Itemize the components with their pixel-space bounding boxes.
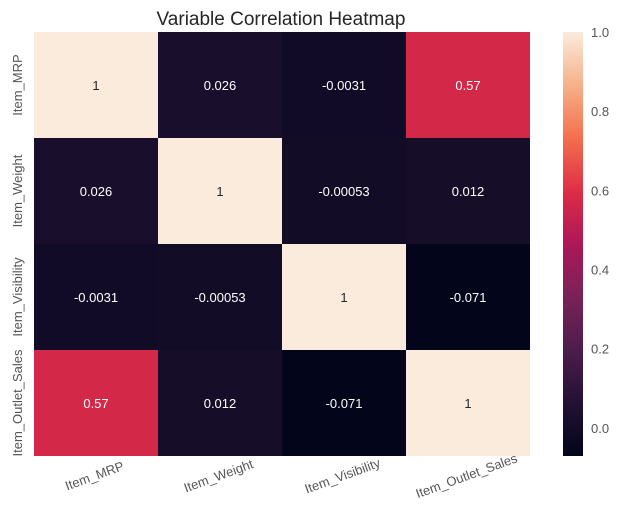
cell-annotation: 0.57 (83, 396, 108, 411)
x-tick-label: Item_Visibility (303, 455, 383, 496)
x-tick-label: Item_Outlet_Sales (414, 450, 520, 501)
heatmap-cell (158, 350, 282, 456)
x-axis-tick-labels: Item_MRP Item_Weight Item_Visibility Item_O… (63, 450, 520, 501)
heatmap-cell (158, 138, 282, 244)
heatmap-cell (158, 244, 282, 350)
cell-annotation: -0.071 (450, 290, 487, 305)
cell-annotation: 0.012 (204, 396, 237, 411)
chart-title: Variable Correlation Heatmap (157, 9, 406, 30)
cell-annotation: -0.00053 (194, 290, 245, 305)
heatmap-cell (34, 32, 158, 138)
colorbar-tick-label: 0.6 (591, 183, 609, 198)
cell-annotation: 1 (464, 396, 471, 411)
cell-annotation: -0.0031 (322, 78, 366, 93)
colorbar-gradient (563, 32, 583, 456)
cell-annotation: 0.026 (80, 184, 113, 199)
heatmap-cell (34, 244, 158, 350)
cell-annotation: 0.012 (452, 184, 485, 199)
colorbar-tick-label: 1.0 (591, 25, 609, 40)
heatmap-cell (34, 138, 158, 244)
y-axis-tick-labels: Item_MRP Item_Weight Item_Visibility Item_O… (10, 54, 25, 456)
heatmap-annotations: 1 0.026 -0.0031 0.57 0.026 1 -0.00053 0.012 -0.0… (74, 78, 486, 411)
heatmap-cell (282, 244, 406, 350)
heatmap-cell (406, 350, 530, 456)
heatmap-cells (34, 32, 530, 456)
cell-annotation: 0.026 (204, 78, 237, 93)
y-tick-label: Item_Weight (10, 154, 25, 227)
colorbar-tick-label: 0.0 (591, 421, 609, 436)
heatmap-cell (406, 244, 530, 350)
colorbar-tick-label: 0.2 (591, 342, 609, 357)
colorbar-tick-label: 0.8 (591, 104, 609, 119)
cell-annotation: 1 (340, 290, 347, 305)
heatmap-cell (158, 32, 282, 138)
heatmap-cell (282, 350, 406, 456)
colorbar-tick-label: 0.4 (591, 263, 609, 278)
cell-annotation: 1 (216, 184, 223, 199)
cell-annotation: 0.57 (455, 78, 480, 93)
x-tick-label: Item_Weight (182, 456, 256, 495)
cell-annotation: 1 (92, 78, 99, 93)
y-tick-label: Item_Visibility (10, 257, 25, 337)
heatmap-cell (406, 32, 530, 138)
x-tick-label: Item_MRP (63, 458, 126, 493)
y-tick-label: Item_Outlet_Sales (10, 349, 25, 456)
colorbar: 0.0 0.2 0.4 0.6 0.8 1.0 (563, 25, 609, 456)
cell-annotation: -0.071 (326, 396, 363, 411)
heatmap-cell (282, 138, 406, 244)
heatmap-cell (406, 138, 530, 244)
cell-annotation: -0.0031 (74, 290, 118, 305)
cell-annotation: -0.00053 (318, 184, 369, 199)
heatmap-cell (34, 350, 158, 456)
heatmap-cell (282, 32, 406, 138)
y-tick-label: Item_MRP (10, 54, 25, 115)
